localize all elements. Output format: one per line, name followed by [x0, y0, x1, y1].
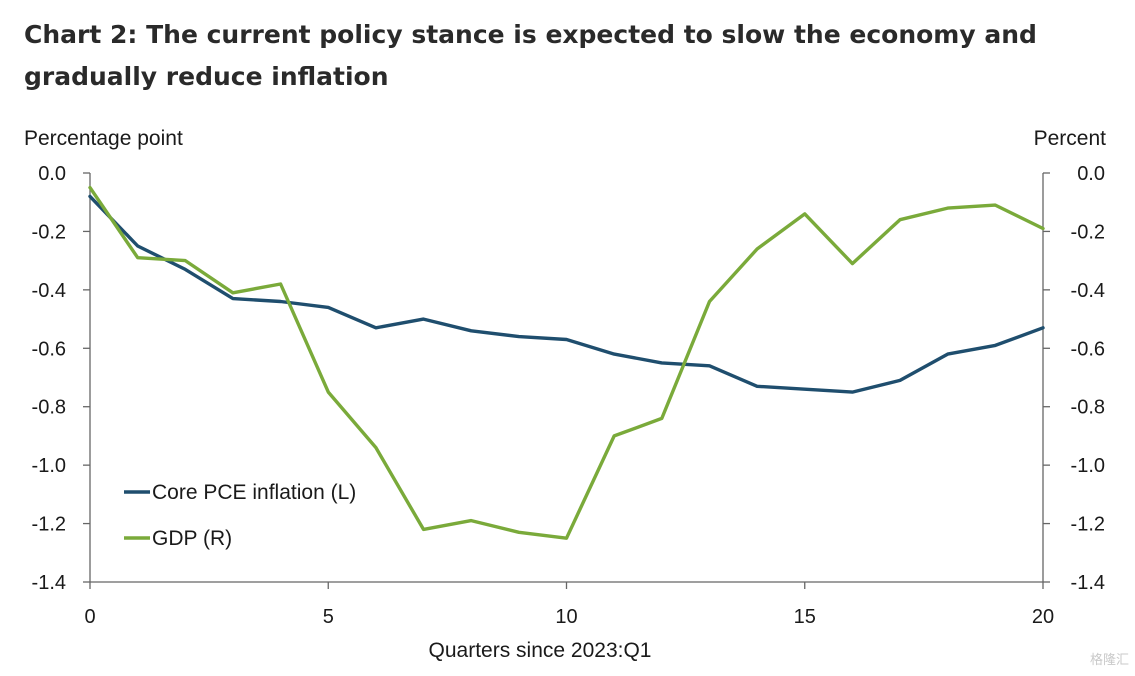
y-tick-label-right: 0.0	[1077, 163, 1105, 185]
y-axis-left-title: Percentage point	[24, 127, 183, 150]
y-tick-label-right: -0.4	[1071, 280, 1105, 302]
y-tick-label-left: -0.2	[32, 221, 66, 243]
x-tick-label: 10	[555, 606, 577, 628]
y-tick-label-right: -0.2	[1071, 221, 1105, 243]
y-tick-label-right: -0.8	[1071, 397, 1105, 419]
legend: Core PCE inflation (L) GDP (R)	[124, 481, 356, 550]
y-tick-label-right: -1.0	[1071, 455, 1105, 477]
y-axis-right-title: Percent	[1034, 127, 1107, 150]
x-tick-label: 20	[1032, 606, 1054, 628]
y-tick-label-right: -1.2	[1071, 514, 1105, 536]
y-tick-label-right: -1.4	[1071, 572, 1105, 594]
y-tick-label-left: -1.4	[32, 572, 66, 594]
legend-label: Core PCE inflation (L)	[152, 481, 356, 504]
legend-label: GDP (R)	[152, 527, 232, 550]
x-tick-label: 0	[84, 606, 95, 628]
y-tick-label-left: -1.2	[32, 514, 66, 536]
x-axis-title: Quarters since 2023:Q1	[429, 639, 652, 662]
y-tick-label-left: -0.8	[32, 397, 66, 419]
y-tick-label-left: -0.4	[32, 280, 66, 302]
y-tick-label-left: 0.0	[38, 163, 66, 185]
x-tick-label: 5	[323, 606, 334, 628]
series-line-core-pce	[88, 194, 1045, 394]
x-tick-label: 15	[794, 606, 816, 628]
y-tick-label-left: -1.0	[32, 455, 66, 477]
y-tick-label-right: -0.6	[1071, 338, 1105, 360]
y-tick-label-left: -0.6	[32, 338, 66, 360]
watermark: 格隆汇	[1089, 652, 1129, 667]
series-line-gdp	[88, 185, 1045, 540]
chart-title: Chart 2: The current policy stance is ex…	[24, 20, 1037, 91]
